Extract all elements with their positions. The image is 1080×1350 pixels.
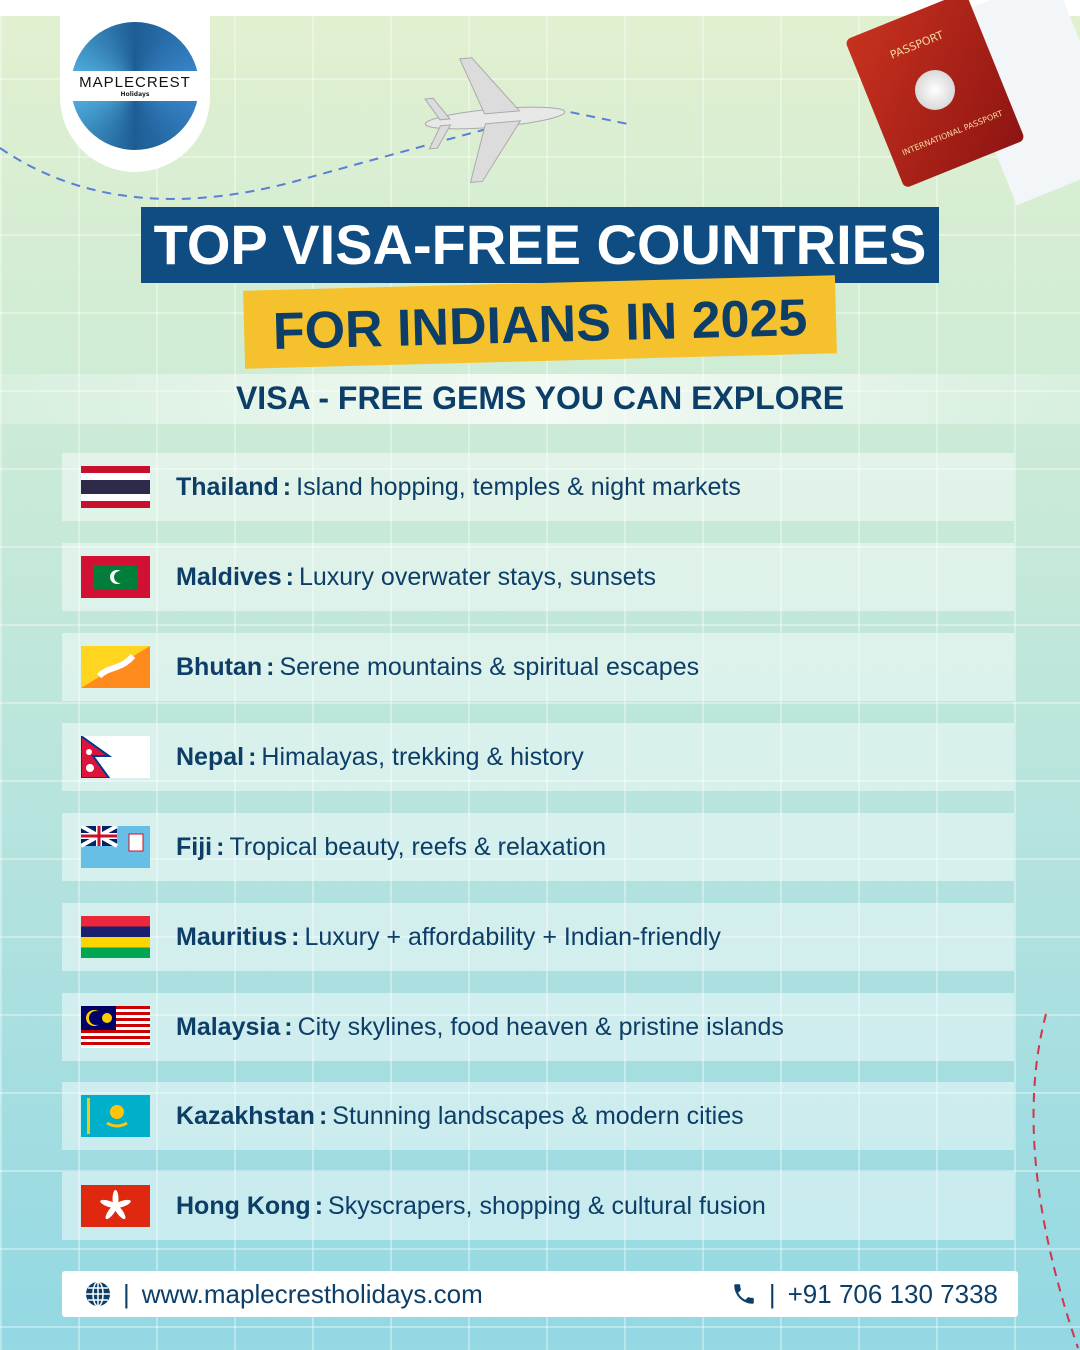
kazakhstan-flag-icon xyxy=(81,1095,150,1137)
country-text: Mauritius: Luxury + affordability + India… xyxy=(176,923,721,952)
separator: : xyxy=(285,562,294,591)
country-description: Skyscrapers, shopping & cultural fusion xyxy=(328,1191,766,1220)
country-description: Island hopping, temples & night markets xyxy=(296,472,741,501)
country-description: Stunning landscapes & modern cities xyxy=(332,1101,744,1130)
title-line-1: TOP VISA-FREE COUNTRIES xyxy=(141,207,939,283)
country-row: Kazakhstan: Stunning landscapes & modern … xyxy=(62,1082,1014,1150)
country-text: Kazakhstan: Stunning landscapes & modern … xyxy=(176,1102,744,1131)
country-text: Hong Kong: Skyscrapers, shopping & cultur… xyxy=(176,1192,766,1221)
divider: | xyxy=(123,1278,130,1309)
country-row: Nepal: Himalayas, trekking & history xyxy=(62,723,1014,791)
country-row: Mauritius: Luxury + affordability + India… xyxy=(62,903,1014,971)
mauritius-flag-icon xyxy=(81,916,150,958)
country-name: Maldives xyxy=(176,562,282,591)
bhutan-flag-icon xyxy=(81,646,150,688)
separator: : xyxy=(266,652,275,681)
country-description: Serene mountains & spiritual escapes xyxy=(279,652,700,681)
brand-tagline: Holidays xyxy=(120,91,150,98)
separator: : xyxy=(216,832,225,861)
country-description: Himalayas, trekking & history xyxy=(261,742,584,771)
country-name: Hong Kong xyxy=(176,1191,311,1220)
country-row: Malaysia: City skylines, food heaven & pr… xyxy=(62,993,1014,1061)
separator: : xyxy=(282,472,292,501)
globe-icon xyxy=(908,63,962,117)
airplane-icon xyxy=(424,57,566,183)
country-text: Bhutan: Serene mountains & spiritual esca… xyxy=(176,653,699,682)
separator: : xyxy=(314,1191,324,1220)
fiji-flag-icon xyxy=(81,826,150,868)
country-text: Thailand: Island hopping, temples & night… xyxy=(176,473,741,502)
country-row: Hong Kong: Skyscrapers, shopping & cultur… xyxy=(62,1172,1014,1240)
country-name: Mauritius xyxy=(176,922,288,951)
separator: : xyxy=(318,1101,328,1130)
phone-number[interactable]: +91 706 130 7338 xyxy=(787,1278,998,1309)
country-name: Malaysia xyxy=(176,1012,281,1041)
brand-name: MAPLECREST xyxy=(79,74,191,91)
country-row: Fiji: Tropical beauty, reefs & relaxation xyxy=(62,813,1014,881)
country-row: Bhutan: Serene mountains & spiritual esca… xyxy=(62,633,1014,701)
separator: : xyxy=(284,1012,293,1041)
country-row: Maldives: Luxury overwater stays, sunsets xyxy=(62,543,1014,611)
thailand-flag-icon xyxy=(81,466,150,508)
country-name: Bhutan xyxy=(176,652,263,681)
subtitle: VISA - FREE GEMS YOU CAN EXPLORE xyxy=(0,374,1080,424)
globe-icon xyxy=(86,1281,110,1307)
country-row: Thailand: Island hopping, temples & night… xyxy=(62,453,1014,521)
nepal-flag-icon xyxy=(81,736,150,778)
country-text: Fiji: Tropical beauty, reefs & relaxation xyxy=(176,833,606,862)
country-name: Thailand xyxy=(176,472,279,501)
phone-icon xyxy=(734,1284,754,1304)
brand-logo: MAPLECREST Holidays xyxy=(60,0,210,172)
country-name: Kazakhstan xyxy=(176,1101,315,1130)
divider: | xyxy=(768,1278,776,1309)
separator: : xyxy=(291,922,300,951)
country-name: Fiji xyxy=(176,832,213,861)
malaysia-flag-icon xyxy=(81,1006,150,1048)
country-name: Nepal xyxy=(176,742,245,771)
hong-kong-flag-icon xyxy=(81,1185,150,1227)
country-description: Tropical beauty, reefs & relaxation xyxy=(229,832,607,861)
website-link[interactable]: www.maplecrestholidays.com xyxy=(141,1278,483,1309)
country-description: Luxury overwater stays, sunsets xyxy=(298,562,657,591)
country-text: Malaysia: City skylines, food heaven & pr… xyxy=(176,1013,784,1042)
separator: : xyxy=(248,742,257,771)
top-strip xyxy=(0,0,1080,16)
country-text: Nepal: Himalayas, trekking & history xyxy=(176,743,584,772)
contact-footer: | www.maplecrestholidays.com | +91 706 1… xyxy=(62,1271,1018,1317)
country-description: Luxury + affordability + Indian-friendly xyxy=(304,922,721,951)
maldives-flag-icon xyxy=(81,556,150,598)
country-description: City skylines, food heaven & pristine is… xyxy=(297,1012,784,1041)
title-line-2: FOR INDIANS IN 2025 xyxy=(243,275,837,369)
country-text: Maldives: Luxury overwater stays, sunsets xyxy=(176,563,656,592)
